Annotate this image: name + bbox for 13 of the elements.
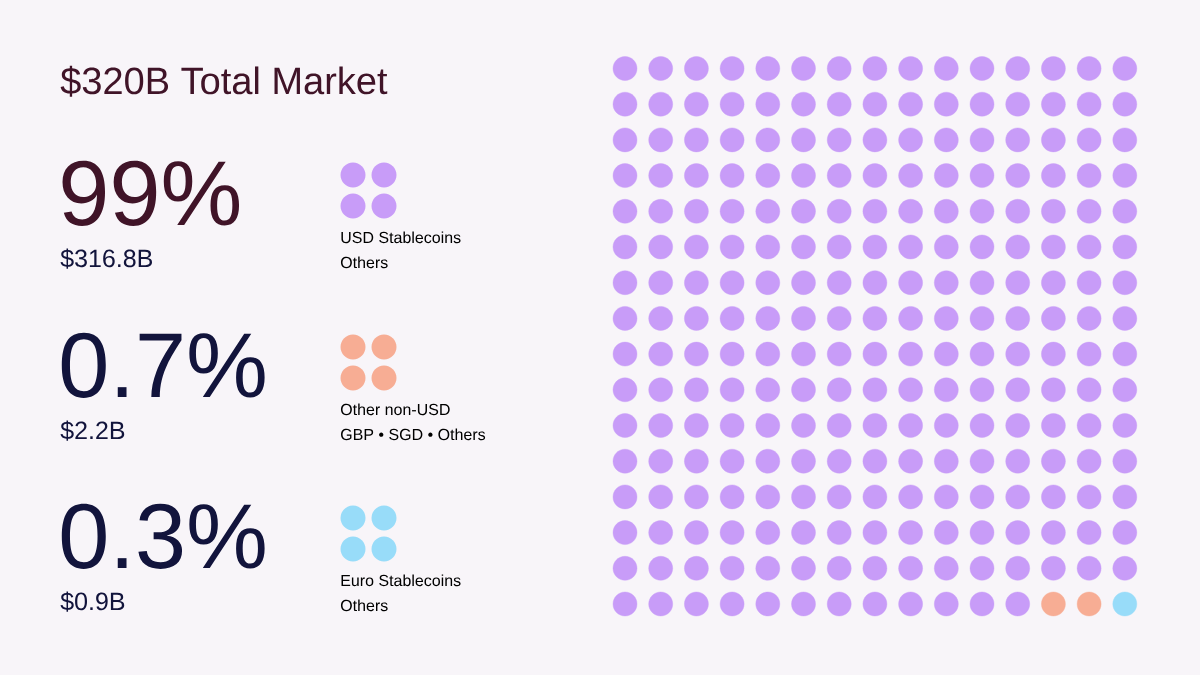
text: GBP • SGD • Others [341, 428, 486, 441]
category-label: USD Stablecoins [341, 231, 461, 244]
text: Others [340, 256, 388, 269]
text: $0.9B [60, 591, 125, 612]
text: $316.8B [60, 248, 152, 269]
text: $320B Total Market [60, 65, 388, 97]
text: $2.2B [60, 420, 125, 441]
data-label: 0.3% [61, 503, 265, 569]
data-label: 0.7% [61, 332, 265, 398]
category-label: Euro Stablecoins [341, 574, 461, 587]
text: Others [340, 599, 388, 612]
category-label: Other non-USD [340, 403, 450, 416]
data-label: 99% [62, 160, 240, 226]
